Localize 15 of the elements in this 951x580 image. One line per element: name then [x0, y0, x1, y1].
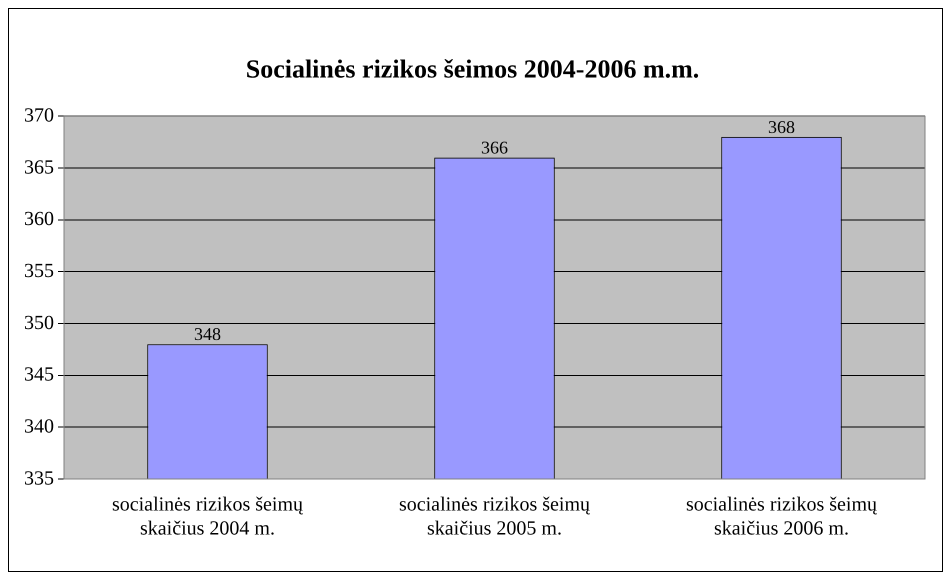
x-tick-label: socialinės rizikos šeimų skaičius 2006 m. [686, 493, 878, 540]
chart-title: Socialinės rizikos šeimos 2004-2006 m.m. [246, 54, 700, 84]
y-tick-label: 370 [24, 104, 54, 126]
x-tick-label: socialinės rizikos šeimų skaičius 2004 m. [112, 493, 304, 540]
data-label: 368 [768, 116, 795, 137]
data-label: 366 [481, 138, 508, 158]
y-tick-label: 345 [24, 364, 54, 386]
y-tick-label: 340 [24, 415, 54, 438]
data-label: 348 [194, 324, 221, 344]
y-tick-label: 335 [24, 467, 54, 490]
y-tick-label: 355 [24, 260, 54, 282]
y-tick-label: 350 [24, 312, 54, 334]
x-tick-label: socialinės rizikos šeimų skaičius 2005 m. [398, 493, 592, 540]
y-tick-label: 360 [24, 208, 54, 230]
y-tick-label: 365 [24, 156, 54, 178]
